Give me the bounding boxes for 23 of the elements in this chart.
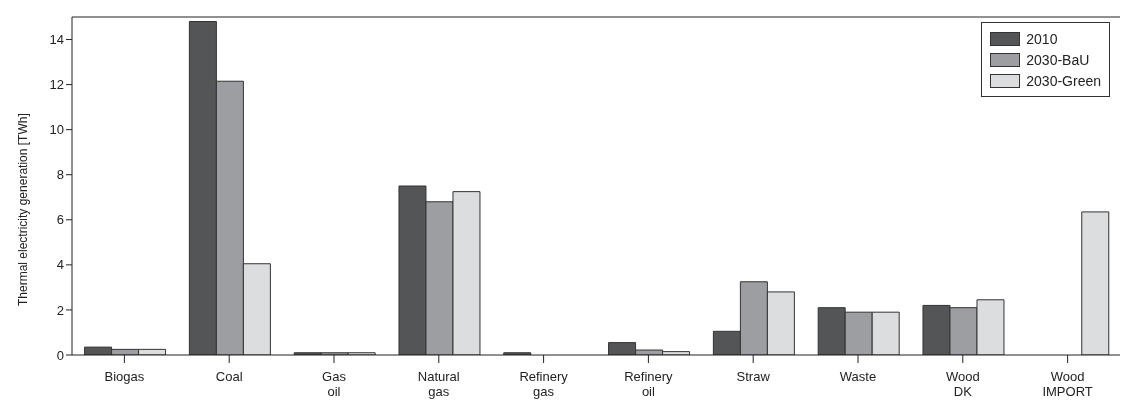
y-tick-label: 8 [56, 167, 64, 183]
x-tick-label: Straw [736, 369, 771, 384]
x-tick-label: Gas oil [322, 369, 347, 399]
y-tick-label: 12 [49, 77, 64, 93]
x-tick-label: Natural gas [417, 369, 460, 399]
y-tick-label: 10 [49, 122, 64, 138]
bar [1081, 211, 1110, 355]
y-tick-label: 4 [56, 257, 64, 273]
x-tick-label: Biogas [104, 369, 145, 384]
x-tick-label: Wood DK [945, 369, 980, 399]
y-tick-label: 2 [56, 302, 64, 318]
y-tick-label: 14 [49, 32, 64, 48]
x-tick-label: Refinery gas [519, 369, 569, 399]
legend-label: 2010 [1026, 30, 1058, 47]
y-axis-title: Thermal electricity generation [TWh] [16, 113, 31, 306]
x-tick-label: Refinery oil [624, 369, 674, 399]
y-tick-label: 6 [56, 212, 64, 228]
x-tick-label: Coal [215, 369, 243, 384]
legend-label: 2030-Green [1026, 72, 1101, 89]
x-tick-label: Wood IMPORT [1042, 369, 1093, 399]
y-tick-label: 0 [56, 347, 64, 363]
x-tick-label: Waste [839, 369, 877, 384]
legend-label: 2030-BaU [1026, 51, 1090, 68]
